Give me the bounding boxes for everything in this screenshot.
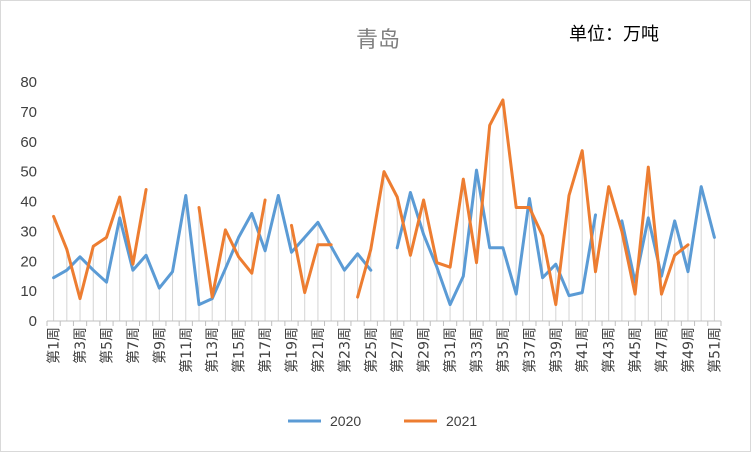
- x-tick-label: 第9周: [151, 327, 168, 364]
- legend-label-2020: 2020: [330, 413, 361, 429]
- series-line-2021: [290, 223, 333, 295]
- x-tick-label: 第47周: [654, 327, 671, 373]
- x-tick-label: 第31周: [442, 327, 459, 373]
- x-tick-label: 第21周: [310, 327, 327, 373]
- series-line-2021: [52, 188, 148, 301]
- x-tick-label: 第1周: [46, 327, 63, 364]
- y-tick-label: 60: [20, 134, 37, 151]
- series-line-2020: [395, 168, 597, 307]
- series-line-2021: [197, 198, 267, 299]
- series-lines: [52, 98, 716, 307]
- x-tick-label: 第19周: [283, 327, 300, 373]
- x-tick-label: 第51周: [706, 327, 723, 373]
- x-axis: [46, 320, 722, 326]
- legend-label-2021: 2021: [446, 413, 477, 429]
- x-tick-label: 第35周: [495, 327, 512, 373]
- y-tick-label: 40: [20, 194, 37, 211]
- x-tick-label: 第33周: [469, 327, 486, 373]
- x-tick-label: 第13周: [204, 327, 221, 373]
- x-tick-label: 第23周: [336, 327, 353, 373]
- y-axis-ticks: 0 10 20 30 40 50 60 70 80: [20, 74, 37, 330]
- legend: 2020 2021: [288, 413, 477, 429]
- x-tick-label: 第29周: [416, 327, 433, 373]
- y-tick-label: 50: [20, 164, 37, 181]
- x-tick-label: 第27周: [389, 327, 406, 373]
- x-tick-label: 第3周: [72, 327, 89, 364]
- series-line-2020: [620, 185, 716, 284]
- x-tick-label: 第37周: [521, 327, 538, 373]
- x-tick-label: 第15周: [231, 327, 248, 373]
- series-line-2021: [356, 98, 690, 307]
- y-tick-label: 0: [29, 313, 37, 330]
- x-tick-label: 第11周: [178, 327, 195, 373]
- x-tick-label: 第5周: [98, 327, 115, 364]
- unit-label: 单位：万吨: [569, 24, 659, 45]
- y-tick-label: 30: [20, 223, 37, 240]
- x-tick-label: 第17周: [257, 327, 274, 373]
- y-tick-label: 10: [20, 283, 37, 300]
- x-tick-label: 第25周: [363, 327, 380, 373]
- x-tick-label: 第43周: [601, 327, 618, 373]
- x-tick-label: 第39周: [548, 327, 565, 373]
- x-tick-label: 第7周: [125, 327, 142, 364]
- x-tick-label: 第45周: [627, 327, 644, 373]
- x-tick-label: 第41周: [574, 327, 591, 373]
- chart-title: 青岛: [356, 28, 400, 53]
- x-axis-ticks: 第1周 第3周 第5周 第7周 第9周 第11周 第13周 第15周 第17周 第19周 第21周第…: [46, 327, 724, 373]
- y-tick-label: 70: [20, 104, 37, 121]
- y-tick-label: 80: [20, 74, 37, 91]
- series-2021: [52, 98, 690, 307]
- y-tick-label: 20: [20, 253, 37, 270]
- x-tick-label: 第49周: [680, 327, 697, 373]
